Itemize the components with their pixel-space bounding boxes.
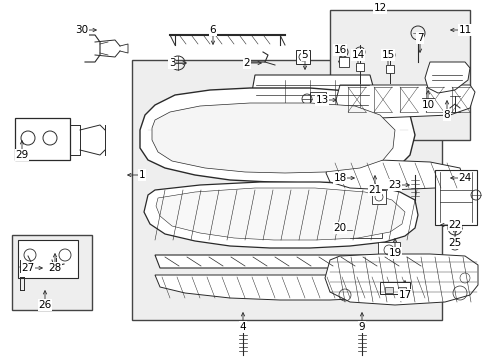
Text: 16: 16	[333, 45, 346, 55]
Text: 22: 22	[447, 220, 461, 230]
Polygon shape	[424, 62, 469, 93]
Bar	[349, 222, 381, 238]
Bar	[355, 63, 363, 71]
Bar	[397, 287, 405, 293]
Text: 23: 23	[387, 180, 401, 190]
Text: 17: 17	[398, 290, 411, 300]
Polygon shape	[155, 275, 439, 300]
Text: 2: 2	[243, 58, 250, 68]
Text: 19: 19	[387, 248, 401, 258]
Polygon shape	[335, 85, 474, 118]
Text: 7: 7	[416, 33, 423, 43]
Polygon shape	[244, 75, 384, 175]
Bar	[329, 10, 469, 140]
Text: 9: 9	[358, 322, 365, 332]
Text: 11: 11	[457, 25, 470, 35]
Polygon shape	[325, 160, 462, 190]
Bar	[421, 98, 433, 110]
Text: 5: 5	[301, 50, 307, 60]
Text: 3: 3	[168, 58, 175, 68]
Text: 6: 6	[209, 25, 216, 35]
Text: 8: 8	[443, 110, 449, 120]
Polygon shape	[140, 88, 414, 183]
Text: 28: 28	[48, 263, 61, 273]
Text: 12: 12	[373, 3, 386, 13]
Text: 20: 20	[333, 223, 346, 233]
Polygon shape	[325, 254, 477, 305]
Polygon shape	[152, 103, 394, 173]
Bar	[15, 118, 70, 160]
Bar	[371, 190, 385, 204]
Text: 18: 18	[333, 173, 346, 183]
Bar	[338, 57, 348, 67]
Text: 15: 15	[381, 50, 394, 60]
Bar	[132, 60, 441, 320]
Text: 29: 29	[15, 150, 29, 160]
Bar	[384, 287, 392, 293]
Bar	[385, 65, 393, 73]
Text: 24: 24	[457, 173, 470, 183]
Bar	[434, 170, 476, 225]
Bar	[377, 242, 399, 258]
Text: 25: 25	[447, 238, 461, 248]
Bar	[309, 92, 325, 106]
Text: 1: 1	[139, 170, 145, 180]
Polygon shape	[143, 182, 417, 248]
Text: 26: 26	[38, 300, 52, 310]
Text: 13: 13	[315, 95, 328, 105]
Polygon shape	[155, 255, 429, 268]
Text: 21: 21	[367, 185, 381, 195]
Text: 30: 30	[75, 25, 88, 35]
Text: 4: 4	[239, 322, 246, 332]
Bar	[12, 235, 92, 310]
Bar	[295, 50, 309, 64]
Bar	[379, 282, 409, 294]
Text: 27: 27	[21, 263, 35, 273]
Text: 14: 14	[351, 50, 364, 60]
Polygon shape	[156, 188, 404, 240]
Bar	[18, 240, 78, 278]
Text: 10: 10	[421, 100, 434, 110]
